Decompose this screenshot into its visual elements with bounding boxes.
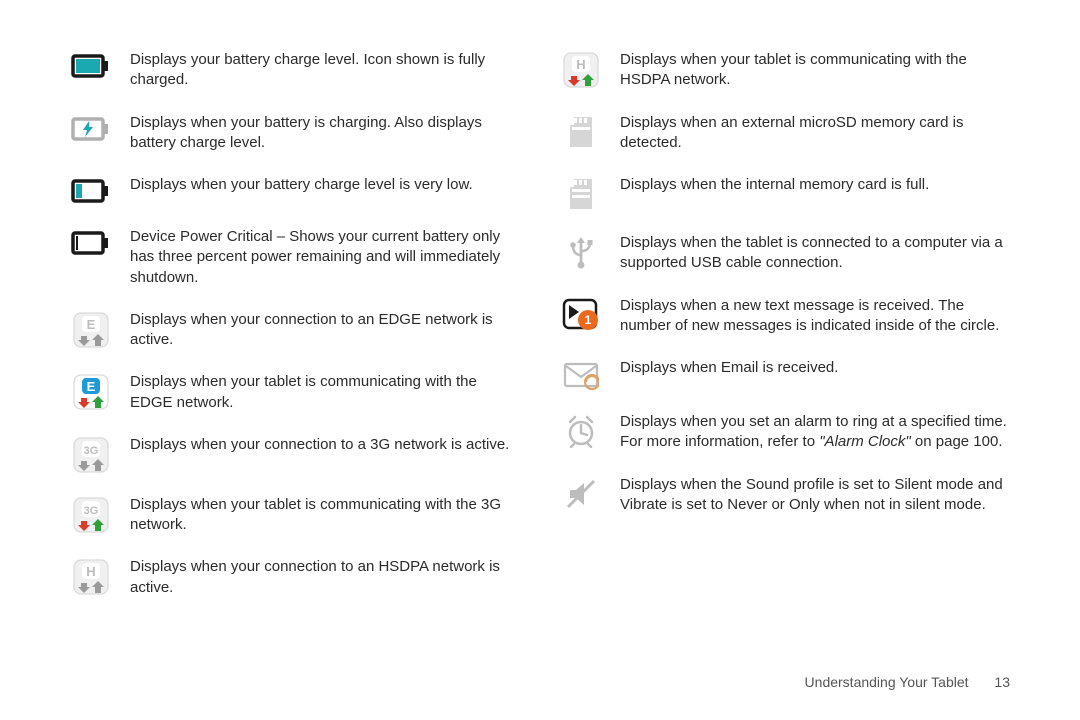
indicator-row: E Displays when your connection to an ED… [70, 310, 520, 351]
svg-text:3G: 3G [84, 505, 99, 517]
indicator-row: 3G Displays when your tablet is communic… [70, 495, 520, 536]
left-column: Displays your battery charge level. Icon… [70, 50, 520, 598]
svg-text:3G: 3G [84, 445, 99, 457]
battery-critical-icon [70, 227, 112, 257]
indicator-row: Displays when your battery charge level … [70, 175, 520, 205]
edge-idle-icon: E [70, 310, 112, 348]
indicator-row: Displays when your battery is charging. … [70, 113, 520, 154]
footer-section: Understanding Your Tablet [805, 674, 969, 690]
indicator-row: Displays when Email is received. [560, 358, 1010, 390]
indicator-description: Displays when your battery is charging. … [130, 113, 520, 154]
battery-low-icon [70, 175, 112, 205]
indicator-description: Displays when your connection to a 3G ne… [130, 435, 509, 455]
indicator-description: Device Power Critical – Shows your curre… [130, 227, 520, 288]
hsdpa-idle-icon: H [70, 557, 112, 595]
usb-icon [560, 233, 602, 269]
right-column: H Displays when your tablet is communica… [560, 50, 1010, 598]
edge-active-icon: E [70, 372, 112, 410]
indicator-row: Displays when the tablet is connected to… [560, 233, 1010, 274]
indicator-description: Displays when the internal memory card i… [620, 175, 929, 195]
indicator-description: Displays when your connection to an EDGE… [130, 310, 520, 351]
battery-full-icon [70, 50, 112, 80]
indicator-row: H Displays when your tablet is communica… [560, 50, 1010, 91]
indicator-description: Displays when you set an alarm to ring a… [620, 412, 1010, 453]
cross-reference: "Alarm Clock" [819, 433, 911, 450]
sd-full-icon [560, 175, 602, 211]
two-column-layout: Displays your battery charge level. Icon… [70, 50, 1010, 598]
svg-text:E: E [87, 317, 96, 332]
indicator-row: Displays when you set an alarm to ring a… [560, 412, 1010, 453]
message-icon: 1 [560, 296, 602, 332]
hsdpa-active-icon: H [560, 50, 602, 88]
text-part: on page 100. [911, 433, 1003, 450]
indicator-description: Displays your battery charge level. Icon… [130, 50, 520, 91]
indicator-description: Displays when your battery charge level … [130, 175, 473, 195]
indicator-description: Displays when Email is received. [620, 358, 838, 378]
manual-page: Displays your battery charge level. Icon… [0, 0, 1080, 720]
svg-text:H: H [86, 564, 95, 579]
battery-charging-icon [70, 113, 112, 143]
indicator-row: Displays when the Sound profile is set t… [560, 475, 1010, 516]
indicator-description: Displays when the Sound profile is set t… [620, 475, 1010, 516]
indicator-description: Displays when a new text message is rece… [620, 296, 1010, 337]
indicator-row: H Displays when your connection to an HS… [70, 557, 520, 598]
page-footer: Understanding Your Tablet 13 [805, 674, 1010, 690]
indicator-description: Displays when the tablet is connected to… [620, 233, 1010, 274]
indicator-description: Displays when your connection to an HSDP… [130, 557, 520, 598]
threeg-active-icon: 3G [70, 495, 112, 533]
indicator-row: E Displays when your tablet is communica… [70, 372, 520, 413]
indicator-row: Displays your battery charge level. Icon… [70, 50, 520, 91]
indicator-description: Displays when an external microSD memory… [620, 113, 1010, 154]
email-icon [560, 358, 602, 390]
indicator-row: Device Power Critical – Shows your curre… [70, 227, 520, 288]
svg-text:E: E [87, 379, 96, 394]
indicator-row: 1 Displays when a new text message is rec… [560, 296, 1010, 337]
indicator-row: 3G Displays when your connection to a 3G… [70, 435, 520, 473]
indicator-description: Displays when your tablet is communicati… [620, 50, 1010, 91]
threeg-idle-icon: 3G [70, 435, 112, 473]
silent-icon [560, 475, 602, 511]
svg-text:H: H [576, 57, 585, 72]
sd-external-icon [560, 113, 602, 149]
svg-text:1: 1 [585, 313, 592, 327]
footer-page: 13 [994, 674, 1010, 690]
alarm-icon [560, 412, 602, 448]
indicator-description: Displays when your tablet is communicati… [130, 372, 520, 413]
indicator-row: Displays when an external microSD memory… [560, 113, 1010, 154]
indicator-description: Displays when your tablet is communicati… [130, 495, 520, 536]
indicator-row: Displays when the internal memory card i… [560, 175, 1010, 211]
